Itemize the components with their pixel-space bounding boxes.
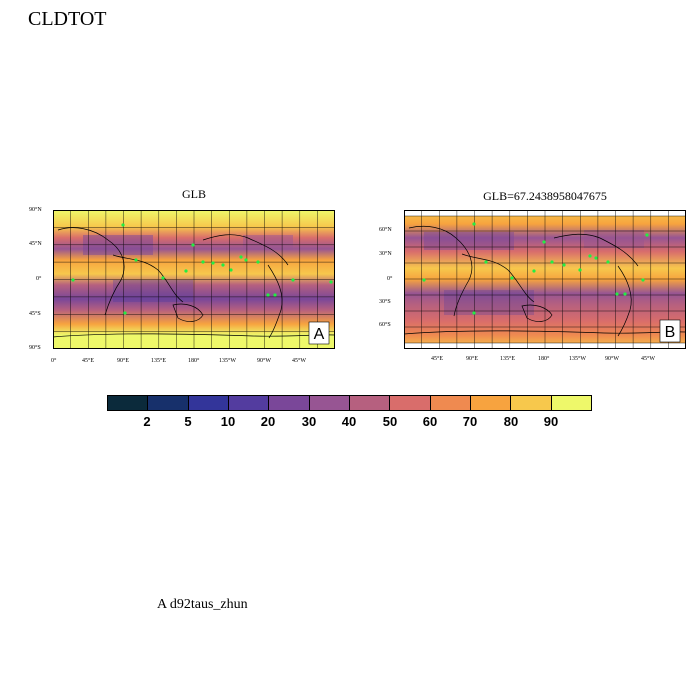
- lon-tick: 45°E: [82, 358, 95, 364]
- panel-letter-box-a: [308, 321, 330, 345]
- colorbar-swatch: [429, 396, 470, 410]
- colorbar-label: 70: [462, 414, 478, 429]
- lon-tick: 135°E: [151, 358, 167, 364]
- lon-tick: 180°: [188, 358, 200, 364]
- lat-tick: 90°S: [29, 345, 41, 351]
- lat-tick: 45°N: [29, 241, 42, 247]
- lat-tick: 0°: [36, 276, 42, 282]
- colorbar-label: 50: [382, 414, 398, 429]
- colorbar-label: 40: [341, 414, 357, 429]
- lat-tick: 60°S: [379, 322, 391, 328]
- colorbar-swatch: [469, 396, 511, 410]
- colorbar-swatch: [187, 396, 228, 410]
- colorbar-swatch: [308, 396, 349, 410]
- colorbar-label: 30: [301, 414, 317, 429]
- colorbar-label: 5: [184, 414, 192, 429]
- lon-tick: 90°W: [605, 356, 620, 362]
- colorbar-swatch: [227, 396, 269, 410]
- lon-tick: 45°W: [641, 356, 656, 362]
- panel-a-title: GLB: [182, 187, 206, 201]
- footer-caption: A d92taus_zhun: [157, 597, 248, 612]
- lon-tick: 135°W: [569, 356, 587, 362]
- map-panel-b: B: [404, 210, 686, 349]
- colorbar-label: 90: [543, 414, 559, 429]
- lon-tick: 0°: [51, 358, 57, 364]
- lon-tick: 90°E: [466, 356, 479, 362]
- lon-tick: 135°W: [219, 358, 237, 364]
- lon-tick: 45°W: [292, 358, 307, 364]
- lat-tick: 30°S: [379, 299, 391, 305]
- panel-b-title: GLB=67.2438958047675: [483, 189, 607, 203]
- lon-tick: 45°E: [431, 356, 444, 362]
- colorbar-swatch: [348, 396, 390, 410]
- colorbar-label: 20: [260, 414, 276, 429]
- panel-letter-b: B: [665, 324, 676, 341]
- lat-tick: 90°N: [29, 207, 42, 213]
- colorbar-label: 2: [143, 414, 151, 429]
- panel-letter-box-b: [659, 319, 681, 343]
- lat-tick: 0°: [387, 276, 393, 282]
- colorbar: [107, 395, 592, 411]
- lat-tick: 30°N: [379, 251, 392, 257]
- colorbar-label: 10: [220, 414, 236, 429]
- colorbar-labels: 2 5 10 20 30 40 50 60 70 80 90: [107, 414, 592, 432]
- colorbar-swatch: [268, 396, 309, 410]
- lon-tick: 135°E: [500, 356, 516, 362]
- page-title: CLDTOT: [28, 8, 107, 30]
- lat-tick: 45°S: [29, 311, 41, 317]
- lon-tick: 90°E: [117, 358, 130, 364]
- lon-tick: 90°W: [257, 358, 272, 364]
- colorbar-swatch: [550, 396, 591, 410]
- colorbar-label: 80: [503, 414, 519, 429]
- colorbar-label: 60: [422, 414, 438, 429]
- colorbar-swatch: [389, 396, 430, 410]
- lon-tick: 180°: [538, 356, 550, 362]
- colorbar-swatch: [510, 396, 551, 410]
- lat-tick: 60°N: [379, 227, 392, 233]
- colorbar-swatch: [147, 396, 188, 410]
- colorbar-swatch: [108, 396, 148, 410]
- map-panel-a: A: [53, 210, 335, 349]
- panel-letter-a: A: [314, 326, 325, 343]
